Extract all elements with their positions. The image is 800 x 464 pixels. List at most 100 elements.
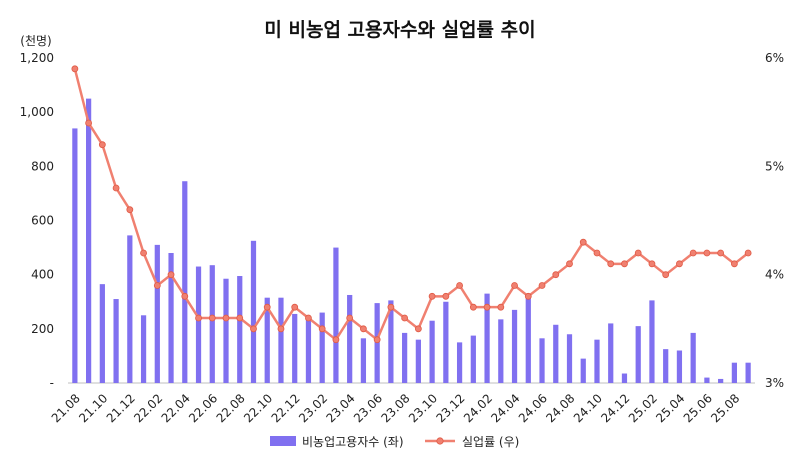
x-axis-tick-label: 22.08 xyxy=(214,391,248,425)
line-marker xyxy=(483,303,491,311)
line-marker xyxy=(428,292,436,300)
line-marker xyxy=(71,65,79,73)
bar xyxy=(580,358,586,383)
x-axis-tick-label: 23.04 xyxy=(324,391,358,425)
right-axis-tick-label: 3% xyxy=(765,376,784,390)
left-axis-tick-label: 400 xyxy=(31,268,54,282)
x-axis-tick-label: 23.06 xyxy=(351,391,385,425)
right-axis-tick-label: 5% xyxy=(765,159,784,173)
left-axis-tick-label: 800 xyxy=(31,159,54,173)
bar xyxy=(292,313,298,383)
line-marker xyxy=(277,325,285,333)
bar xyxy=(731,362,738,383)
line-marker xyxy=(126,206,134,214)
line-marker xyxy=(332,336,340,344)
bar xyxy=(113,299,119,383)
bar xyxy=(484,293,490,383)
line-marker xyxy=(346,314,354,322)
x-axis-tick-label: 25.04 xyxy=(653,391,687,425)
bar xyxy=(676,350,683,383)
x-axis-tick-label: 24.08 xyxy=(543,391,577,425)
bar xyxy=(635,326,641,383)
x-axis-tick-label: 21.12 xyxy=(104,391,138,425)
line-marker xyxy=(208,314,216,322)
bar xyxy=(704,377,710,383)
line-marker xyxy=(607,260,615,268)
bar xyxy=(649,300,655,383)
bar xyxy=(209,265,215,383)
bar xyxy=(621,373,628,383)
line-marker xyxy=(373,336,381,344)
bar xyxy=(498,319,504,383)
bar xyxy=(99,284,105,383)
line-marker xyxy=(414,325,422,333)
x-axis-tick-label: 24.12 xyxy=(598,391,632,425)
bar xyxy=(140,315,147,383)
line-marker xyxy=(181,292,189,300)
line-marker xyxy=(195,314,202,322)
line-marker xyxy=(112,184,120,192)
bar xyxy=(443,301,449,383)
x-axis-tick-label: 21.10 xyxy=(76,391,110,425)
left-axis-tick-label: 1,200 xyxy=(20,51,54,65)
left-axis-tick-label: 600 xyxy=(31,214,54,228)
x-axis-tick-label: 22.06 xyxy=(186,391,220,425)
left-axis-tick-label: 1,000 xyxy=(20,105,54,119)
bar xyxy=(264,297,270,383)
bar xyxy=(195,266,202,383)
line-marker xyxy=(662,271,670,279)
line-marker xyxy=(648,260,656,268)
x-axis-tick-label: 25.06 xyxy=(681,391,715,425)
x-axis-tick-label: 24.10 xyxy=(571,391,605,425)
bar xyxy=(525,294,531,383)
bar xyxy=(456,342,463,383)
line-marker xyxy=(593,249,601,257)
bar xyxy=(333,247,339,383)
line-marker xyxy=(538,282,546,289)
x-axis-tick-label: 23.08 xyxy=(378,391,412,425)
bar xyxy=(223,278,229,383)
line-marker xyxy=(717,249,725,257)
legend-line-marker xyxy=(436,437,444,445)
line-marker xyxy=(689,249,697,257)
bar xyxy=(402,332,408,383)
bar xyxy=(127,235,133,383)
bar xyxy=(718,378,724,383)
x-axis-tick-label: 24.06 xyxy=(516,391,550,425)
line-marker xyxy=(744,249,752,257)
line-marker xyxy=(634,249,642,257)
line-marker xyxy=(153,282,161,289)
line-marker xyxy=(222,314,230,322)
line-marker xyxy=(401,314,409,322)
left-axis-tick-label: - xyxy=(50,376,54,390)
bar xyxy=(278,297,284,383)
bar xyxy=(663,349,669,383)
left-axis-unit-label: (천명) xyxy=(20,33,51,48)
bar xyxy=(608,323,614,383)
line-marker xyxy=(703,249,711,257)
bar xyxy=(360,338,367,383)
bar xyxy=(319,312,325,383)
line-marker xyxy=(387,303,395,311)
bar xyxy=(388,300,394,383)
bar xyxy=(553,324,559,383)
bar xyxy=(566,334,573,383)
line-marker xyxy=(167,271,175,279)
x-axis-tick-label: 23.10 xyxy=(406,391,440,425)
right-axis-tick-label: 6% xyxy=(765,51,784,65)
bar xyxy=(511,309,518,383)
bar xyxy=(168,253,174,383)
bar xyxy=(237,276,243,383)
chart-title: 미 비농업 고용자수와 실업률 추이 xyxy=(264,19,535,41)
bar xyxy=(347,294,353,383)
line-marker xyxy=(236,314,244,322)
line-marker xyxy=(621,260,628,268)
line-marker xyxy=(318,325,326,333)
bar xyxy=(745,362,751,383)
x-axis-tick-label: 24.04 xyxy=(488,391,522,425)
bar xyxy=(72,128,78,383)
x-axis-tick-label: 25.08 xyxy=(708,391,742,425)
line-series xyxy=(73,68,749,341)
bar xyxy=(429,320,435,383)
